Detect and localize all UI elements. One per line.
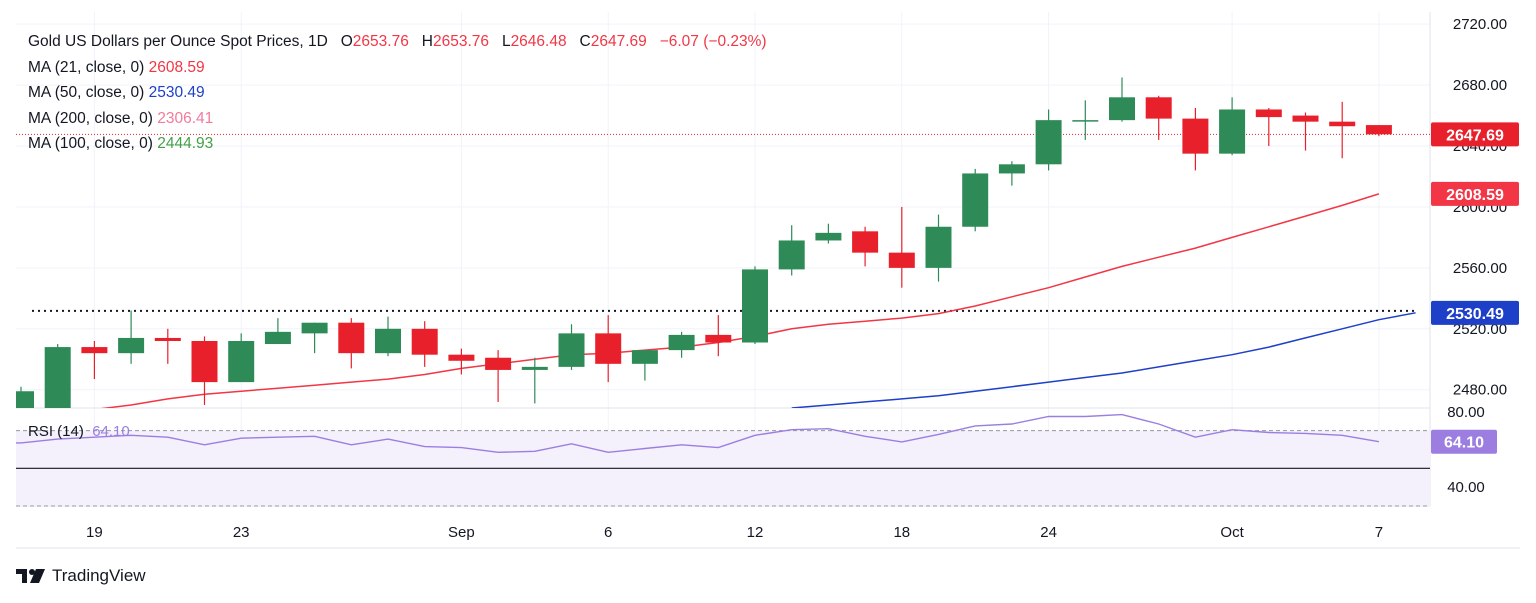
candle-body: [44, 347, 71, 408]
last-price-label-box: [1431, 122, 1519, 147]
high-label: H: [421, 33, 433, 50]
ma200-label: MA (200, close, 0): [28, 109, 153, 127]
candle-body: [228, 340, 255, 383]
time-tick-label: Oct: [1220, 524, 1244, 541]
low-value: 2646.48: [510, 33, 567, 50]
low-label: L: [501, 33, 511, 50]
time-tick-label: 19: [86, 524, 103, 541]
candle-body: [815, 232, 842, 241]
candle-body: [778, 240, 805, 270]
time-tick-label: 24: [1040, 524, 1057, 541]
ma21-line: [100, 193, 1380, 408]
rsi-label: RSI (14): [28, 423, 84, 440]
symbol-title: Gold US Dollars per Ounce Spot Prices, 1…: [28, 33, 328, 50]
candle-body: [1292, 115, 1319, 122]
price-tick-label: 2560.00: [1453, 260, 1507, 277]
candle-body: [154, 337, 181, 341]
ma21-legend: MA (21, close, 0) 2608.59: [28, 55, 767, 81]
candle-body: [16, 391, 34, 408]
candle-body: [742, 269, 768, 343]
candle-body: [1109, 97, 1135, 121]
candle-body: [1219, 109, 1246, 154]
symbol-header: Gold US Dollars per Ounce Spot Prices, 1…: [28, 29, 767, 55]
open-value: 2653.76: [352, 33, 409, 50]
candle-body: [668, 334, 695, 351]
ma21-label: MA (21, close, 0): [28, 58, 145, 76]
candle-body: [1329, 121, 1356, 127]
candle-body: [448, 354, 475, 361]
tradingview-logo-icon: [16, 569, 45, 583]
candle-body: [888, 252, 915, 268]
candle-body: [1145, 97, 1172, 119]
candle-body: [485, 357, 512, 370]
candle-body: [411, 328, 438, 355]
ma100-value: 2444.93: [157, 135, 214, 152]
ma100-label: MA (100, close, 0): [28, 135, 153, 152]
rsi-value-label: 64.10: [1444, 435, 1484, 452]
candle-body: [338, 322, 365, 354]
high-value: 2653.76: [432, 33, 489, 50]
candle-body: [521, 366, 548, 370]
ma50-label: MA (50, close, 0): [28, 84, 145, 101]
candle-body: [998, 164, 1025, 174]
candle-body: [1072, 120, 1099, 122]
candle-body: [558, 333, 585, 367]
close-label: C: [579, 33, 591, 50]
candle-body: [191, 340, 218, 383]
ma50-line: [791, 312, 1416, 408]
candle-body: [1255, 109, 1282, 118]
time-tick-label: 23: [233, 524, 250, 541]
rsi-tick-label: 80.00: [1447, 404, 1485, 421]
candle-body: [264, 331, 291, 345]
candle-body: [595, 333, 622, 364]
candle-body: [1182, 118, 1209, 154]
rsi-line: [16, 413, 1380, 454]
price-tick-label: 2720.00: [1453, 16, 1507, 33]
price-tick-label: 2480.00: [1453, 382, 1507, 399]
last-price-label: 2647.69: [1446, 127, 1504, 144]
rsi-tick-label: 40.00: [1447, 479, 1485, 496]
price-pane: [16, 77, 1430, 408]
candle-body: [962, 173, 989, 227]
ma100-legend: MA (100, close, 0) 2444.93: [28, 131, 767, 157]
time-tick-label: 6: [604, 524, 612, 541]
candle-body: [631, 350, 658, 364]
brand-name: TradingView: [52, 566, 146, 585]
time-tick-label: 18: [893, 524, 910, 541]
rsi-legend: RSI (14) 64.10: [28, 423, 130, 440]
close-value: 2647.69: [590, 33, 647, 50]
ma50-value: 2530.49: [148, 84, 205, 101]
ma50-legend: MA (50, close, 0) 2530.49: [28, 80, 767, 106]
change-value: −6.07 (−0.23%): [659, 33, 767, 50]
candle-body: [852, 231, 879, 253]
rsi-value: 64.10: [92, 423, 130, 440]
ma50-price-label: 2530.49: [1446, 306, 1504, 323]
ma200-legend: MA (200, close, 0) 2306.41: [28, 106, 767, 132]
ma21-value: 2608.59: [148, 58, 205, 76]
candle-body: [925, 226, 952, 268]
ma21-price-label-box: [1431, 181, 1519, 206]
candle-body: [301, 322, 328, 334]
tradingview-brand[interactable]: TradingView: [16, 566, 146, 586]
time-tick-label: 7: [1375, 524, 1383, 541]
candle-body: [81, 347, 108, 354]
price-tick-label: 2520.00: [1453, 321, 1507, 338]
candle-body: [1035, 120, 1062, 165]
price-tick-label: 2680.00: [1453, 77, 1507, 94]
ma50-price-label-box: [1431, 300, 1519, 325]
time-tick-label: 12: [747, 524, 764, 541]
open-label: O: [340, 33, 353, 50]
ma200-value: 2306.41: [157, 109, 214, 127]
rsi-value-box: [1431, 429, 1497, 454]
candle-body: [705, 334, 732, 343]
ma21-price-label: 2608.59: [1446, 187, 1504, 204]
candle-body: [118, 337, 145, 354]
candle-body: [375, 328, 401, 354]
candle-body: [1365, 125, 1392, 135]
time-tick-label: Sep: [448, 524, 475, 541]
chart-legend: Gold US Dollars per Ounce Spot Prices, 1…: [28, 29, 767, 157]
